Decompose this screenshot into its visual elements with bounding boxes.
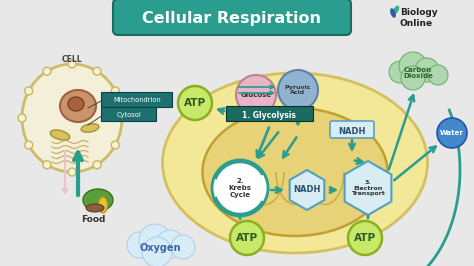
Text: Cellular Respiration: Cellular Respiration	[143, 10, 321, 26]
FancyBboxPatch shape	[101, 92, 173, 106]
Ellipse shape	[86, 204, 104, 212]
Circle shape	[93, 161, 101, 169]
FancyBboxPatch shape	[330, 121, 374, 138]
FancyBboxPatch shape	[226, 106, 313, 121]
Ellipse shape	[83, 189, 113, 211]
Polygon shape	[290, 170, 324, 210]
Circle shape	[171, 235, 195, 259]
Circle shape	[43, 161, 51, 169]
Ellipse shape	[163, 73, 428, 253]
Circle shape	[25, 87, 33, 95]
Text: 2.
Krebs
Cycle: 2. Krebs Cycle	[228, 178, 252, 198]
Circle shape	[415, 58, 439, 82]
Text: Mitochondrion: Mitochondrion	[113, 97, 161, 103]
Circle shape	[111, 141, 119, 149]
Circle shape	[118, 114, 126, 122]
Text: Cytosol: Cytosol	[117, 112, 141, 118]
Circle shape	[212, 160, 268, 216]
Text: ATP: ATP	[184, 98, 206, 108]
Ellipse shape	[390, 8, 396, 18]
Text: Biology
Online: Biology Online	[400, 8, 438, 28]
FancyBboxPatch shape	[101, 106, 156, 120]
Circle shape	[139, 224, 171, 256]
Text: ATP: ATP	[236, 233, 258, 243]
Polygon shape	[345, 161, 392, 215]
Text: NADH: NADH	[338, 127, 365, 135]
Circle shape	[156, 230, 184, 258]
Circle shape	[43, 67, 51, 75]
Circle shape	[437, 118, 467, 148]
Text: Water: Water	[440, 130, 464, 136]
Ellipse shape	[22, 64, 122, 172]
Circle shape	[93, 67, 101, 75]
Text: CELL: CELL	[62, 56, 82, 64]
Circle shape	[428, 65, 448, 85]
Circle shape	[230, 221, 264, 255]
Circle shape	[236, 75, 276, 115]
Circle shape	[18, 114, 26, 122]
Circle shape	[68, 168, 76, 176]
Circle shape	[401, 66, 425, 90]
Ellipse shape	[81, 124, 99, 132]
Circle shape	[399, 52, 427, 80]
Circle shape	[25, 141, 33, 149]
Text: 3.
Electron
Transport: 3. Electron Transport	[351, 180, 385, 196]
Text: Oxygen: Oxygen	[139, 243, 181, 253]
Circle shape	[278, 70, 318, 110]
Text: Carbon
Dioxide: Carbon Dioxide	[403, 66, 433, 80]
Text: Pyruvic
Acid: Pyruvic Acid	[285, 85, 311, 95]
Circle shape	[348, 221, 382, 255]
Circle shape	[389, 61, 411, 83]
FancyBboxPatch shape	[113, 0, 351, 35]
Ellipse shape	[99, 197, 108, 213]
Text: Glucose: Glucose	[240, 92, 272, 98]
Text: ATP: ATP	[354, 233, 376, 243]
Text: NADH: NADH	[293, 185, 321, 194]
Text: 1. Glycolysis: 1. Glycolysis	[242, 110, 296, 119]
Circle shape	[127, 232, 153, 258]
Ellipse shape	[202, 108, 388, 236]
Circle shape	[111, 87, 119, 95]
Circle shape	[68, 60, 76, 68]
Ellipse shape	[392, 6, 399, 15]
Ellipse shape	[50, 130, 70, 140]
Ellipse shape	[68, 97, 84, 111]
Circle shape	[178, 86, 212, 120]
Circle shape	[142, 237, 172, 266]
Ellipse shape	[60, 90, 96, 122]
Text: Food: Food	[81, 215, 105, 225]
